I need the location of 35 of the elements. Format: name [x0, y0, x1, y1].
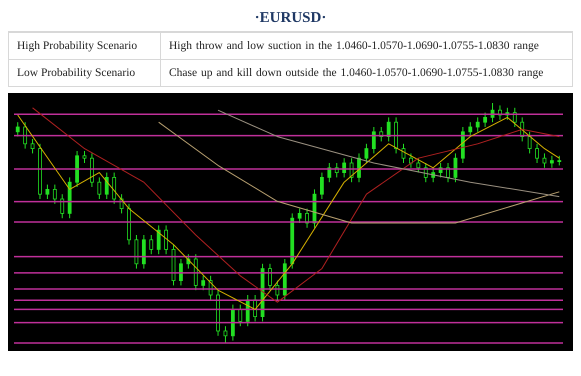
candlestick [364, 143, 368, 164]
candlestick [542, 152, 546, 168]
candlestick [46, 184, 50, 200]
text: Chase up and kill down outside the 1.0460-1.0570-1.0690-1.0755-1.0830 range [160, 60, 572, 86]
candlestick [454, 152, 458, 183]
candlestick [224, 326, 228, 343]
text: Low Probability Scenario [8, 60, 160, 86]
candlestick [550, 155, 554, 168]
candlestick [528, 131, 532, 154]
text: High Probability Scenario [8, 32, 160, 60]
candlestick [320, 172, 324, 200]
candlestick [305, 208, 309, 228]
candlestick [97, 176, 102, 200]
candlestick [402, 143, 406, 164]
candlestick [82, 150, 86, 164]
candlestick [409, 152, 413, 168]
text: High throw and low suction in the 1.0460-1.0570-1.0690-1.0755-1.0830 range [160, 32, 572, 60]
candlestick [557, 155, 562, 166]
candlestick [149, 234, 154, 255]
candlestick [164, 224, 168, 255]
candlestick [535, 143, 539, 164]
candlestick [52, 184, 57, 204]
chart-title: ·EURUSD· [8, 8, 573, 32]
candlestick [476, 116, 480, 132]
candlestick [179, 258, 183, 286]
candlestick [416, 158, 420, 174]
candlestick [134, 234, 138, 270]
candlestick [30, 138, 34, 154]
candlestick [16, 122, 20, 138]
candlestick [23, 122, 28, 150]
candlestick [468, 122, 472, 138]
candlestick [90, 152, 94, 188]
candlestick [201, 275, 206, 291]
candlestick [298, 208, 302, 224]
candlestick [483, 112, 488, 128]
